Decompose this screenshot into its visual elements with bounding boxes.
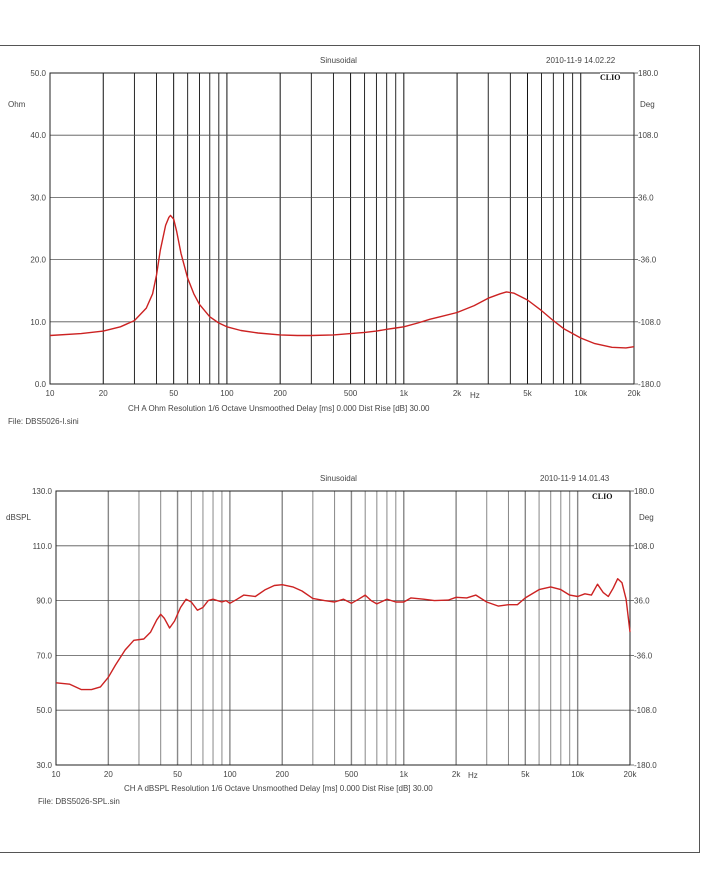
x-tick-label: 500 [345,770,359,779]
x-tick-label: 10 [46,389,55,398]
y2-tick-label: 36.0 [638,193,654,202]
x-tick-label: 5k [521,770,530,779]
x-tick-label: 50 [173,770,182,779]
chart1-ylabel: Ohm [8,100,26,109]
plot-frame [55,490,631,766]
x-tick-label: 20k [624,770,638,779]
x-tick-label: 200 [276,770,290,779]
chart2-file-label: File: DBS5026-SPL.sin [38,797,120,806]
y-tick-label: 40.0 [30,131,46,140]
x-tick-label: 10k [571,770,585,779]
y2-tick-label: 180.0 [638,69,659,78]
series-line-spl [55,578,631,691]
y2-tick-label: 108.0 [634,542,655,551]
chart1-title: Sinusoidal [320,56,357,65]
chart2-x-unit: Hz [468,771,478,780]
plot-frame [49,72,635,385]
y2-tick-label: 36.0 [634,597,650,606]
series-line-impedance [49,214,635,349]
chart1-timestamp: 2010-11-9 14.02.22 [546,56,616,65]
y2-tick-label: -36.0 [634,651,653,660]
x-tick-label: 2k [452,770,461,779]
chart2-footer: CH A dBSPL Resolution 1/6 Octave Unsmoot… [124,784,433,793]
outer-frame [0,45,700,853]
x-tick-label: 100 [220,389,234,398]
x-tick-label: 10 [52,770,61,779]
chart2-title: Sinusoidal [320,474,357,483]
y-tick-label: 50.0 [30,69,46,78]
y-tick-label: 30.0 [36,761,52,770]
y-tick-label: 20.0 [30,256,46,265]
y2-tick-label: -108.0 [638,318,661,327]
y-tick-label: 130.0 [32,487,53,496]
y2-tick-label: 108.0 [638,131,659,140]
x-tick-label: 2k [453,389,462,398]
y2-tick-label: -180.0 [634,761,657,770]
y-tick-label: 0.0 [35,380,47,389]
y-tick-label: 110.0 [33,542,53,551]
chart2-timestamp: 2010-11-9 14.01.43 [540,474,610,483]
chart2-brand-logo: CLIO [592,492,613,501]
x-tick-label: 1k [400,770,409,779]
chart1-footer: CH A Ohm Resolution 1/6 Octave Unsmoothe… [128,404,430,413]
chart2-ylabel: dBSPL [6,513,31,522]
y2-tick-label: -36.0 [638,256,657,265]
x-tick-label: 20k [628,389,642,398]
y2-tick-label: 180.0 [634,487,655,496]
x-tick-label: 1k [400,389,409,398]
y-tick-label: 10.0 [30,318,46,327]
x-tick-label: 100 [223,770,237,779]
y2-tick-label: -108.0 [634,706,657,715]
x-tick-label: 10k [574,389,588,398]
x-tick-label: 50 [169,389,178,398]
x-tick-label: 20 [99,389,108,398]
chart1-x-unit: Hz [470,391,480,400]
y-tick-label: 30.0 [30,193,46,202]
chart1-brand-logo: CLIO [600,73,621,82]
y2-tick-label: -180.0 [638,380,661,389]
y-tick-label: 50.0 [36,706,52,715]
y-tick-label: 90.0 [36,597,52,606]
chart2-y2label: Deg [639,513,654,522]
x-tick-label: 200 [273,389,287,398]
chart1-file-label: File: DBS5026-I.sini [8,417,79,426]
x-tick-label: 5k [523,389,532,398]
y-tick-label: 70.0 [36,651,52,660]
x-tick-label: 20 [104,770,113,779]
x-tick-label: 500 [344,389,358,398]
chart1-y2label: Deg [640,100,655,109]
